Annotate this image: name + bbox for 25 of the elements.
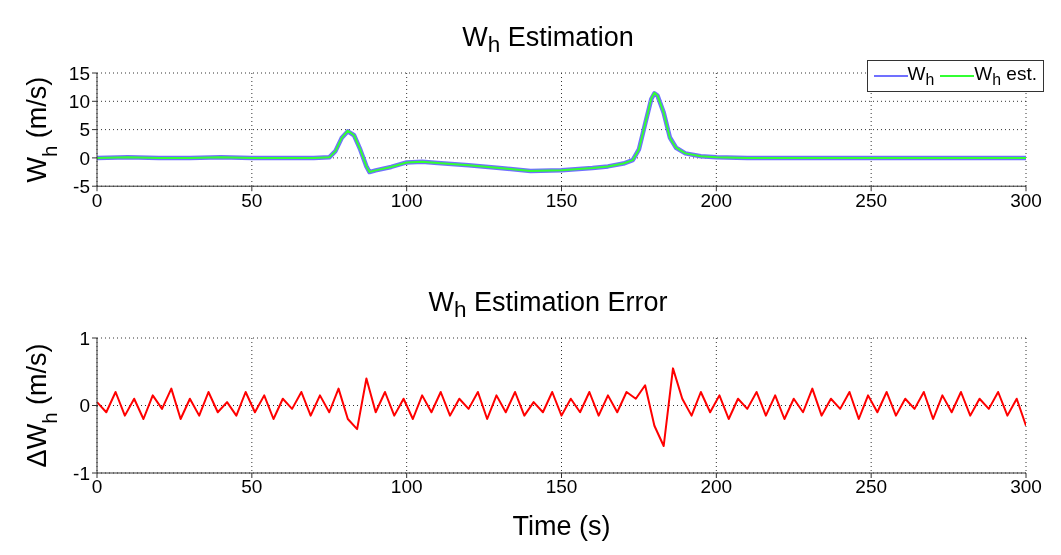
- y-tick-label: 1: [79, 327, 90, 349]
- chart-title: W$_{h}$ Estimation: [462, 21, 634, 58]
- x-tick-label: 300: [1010, 189, 1042, 211]
- y-tick-label: -5: [73, 175, 90, 197]
- y-tick-label: -1: [73, 462, 90, 484]
- x-tick-label: 300: [1010, 476, 1042, 498]
- x-tick-label: 250: [855, 476, 888, 498]
- y-tick-label: 0: [79, 147, 90, 169]
- x-tick-label: 50: [241, 189, 263, 211]
- x-tick-label: 150: [545, 189, 578, 211]
- y-tick-label: 10: [68, 91, 90, 113]
- x-tick-label: 250: [855, 189, 888, 211]
- chart-title: W$_{h}$ Estimation Error: [428, 286, 668, 323]
- x-axis-title: Time (s): [512, 511, 611, 541]
- x-tick-label: 200: [700, 476, 733, 498]
- y-tick-label: 0: [79, 395, 90, 417]
- legend-label: W$_{h}$ est.: [974, 63, 1037, 89]
- x-tick-label: 100: [390, 476, 423, 498]
- y-tick-label: 5: [79, 119, 90, 141]
- x-tick-label: 150: [545, 476, 578, 498]
- legend-label: W$_{h}$: [907, 63, 935, 89]
- x-tick-label: 200: [700, 189, 733, 211]
- y-tick-label: 15: [68, 62, 90, 84]
- x-tick-label: 50: [241, 476, 263, 498]
- x-tick-label: 100: [390, 189, 423, 211]
